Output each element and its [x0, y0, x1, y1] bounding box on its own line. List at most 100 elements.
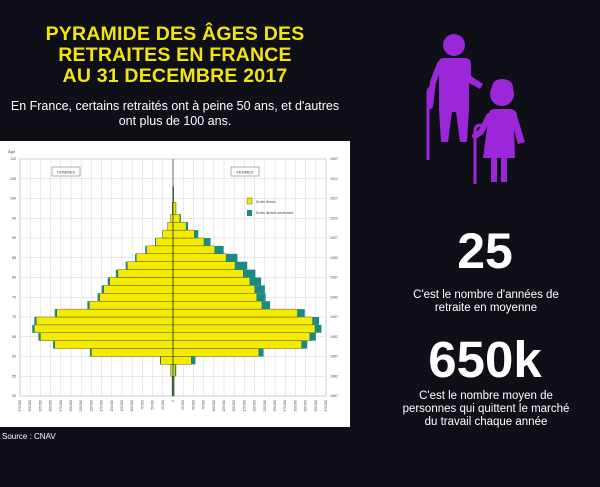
bar-women-direct [172, 277, 250, 286]
bar-women-derived [194, 230, 199, 238]
bar-women-direct [172, 324, 316, 333]
stat-years-value: 25 [457, 223, 513, 279]
bar-men-direct [91, 348, 174, 357]
bar-women-direct [172, 316, 313, 326]
bar-men-direct [155, 237, 174, 247]
elderly-couple-icon [425, 32, 535, 188]
x-tick-label: 325 000 [38, 400, 42, 412]
bar-women-derived [297, 309, 305, 317]
panel-label-box-men [51, 166, 81, 177]
bar-women-derived [258, 348, 264, 357]
bar-women-derived [204, 238, 211, 246]
bar-men-direct [127, 261, 174, 270]
stat-people-value: 650k [428, 331, 542, 388]
year-tick-label: 1907 [330, 157, 338, 161]
bar-women-derived [191, 356, 196, 365]
bar-women-derived [301, 340, 308, 349]
panel-label-box-women [230, 166, 260, 177]
bar-women-derived [186, 222, 189, 231]
year-tick-label: 1917 [330, 197, 338, 201]
bar-men-direct [170, 214, 174, 223]
bar-men-direct [36, 316, 174, 326]
bar-men-derived [87, 301, 90, 310]
bar-men-derived [145, 245, 147, 254]
age-tick-label: 100 [10, 197, 16, 201]
x-tick-label: 0 [171, 400, 175, 402]
x-tick-label: 375 000 [324, 400, 328, 412]
x-tick-label: 350 000 [314, 400, 318, 412]
pyramid-chart: 375 000 350 000 325 000 300 000 275 000 250 0… [0, 141, 350, 427]
bar-women-derived [175, 364, 177, 377]
x-tick-label: 50 000 [191, 400, 195, 410]
stat-years-description: C'est le nombre d'années de retraite en … [413, 289, 559, 314]
bar-men-derived [53, 340, 55, 349]
x-tick-label: 50 000 [151, 400, 155, 410]
x-tick-label: 200 000 [253, 400, 257, 412]
year-tick-label: 1952 [330, 335, 338, 339]
bar-women-derived [173, 376, 175, 396]
bar-women-derived [256, 293, 266, 302]
bar-women-direct [172, 301, 263, 310]
bar-women-derived [309, 332, 316, 341]
bar-women-direct [172, 285, 255, 294]
age-tick-label: 55 [12, 374, 16, 378]
x-tick-label: 125 000 [120, 400, 124, 412]
page-title: PYRAMIDE DES ÂGES DES RETRAITES EN FRANC… [0, 24, 350, 87]
bar-women-derived [312, 317, 320, 325]
age-tick-label: 50 [12, 394, 16, 398]
age-tick-label: 90 [12, 236, 16, 240]
year-tick-label: 1912 [330, 177, 338, 181]
bar-men-direct [40, 332, 174, 341]
bar-men-derived [89, 348, 92, 357]
age-tick-label: 60 [12, 355, 16, 359]
bar-men-derived [155, 238, 156, 246]
bar-women-direct [172, 269, 244, 278]
panel-label-men: HOMMES [57, 170, 75, 175]
bar-men-derived [32, 324, 35, 333]
year-tick-label: 1947 [330, 315, 338, 319]
age-tick-label: 75 [12, 295, 16, 299]
x-tick-label: 150 000 [232, 400, 236, 412]
bar-men-derived [125, 261, 128, 270]
x-tick-label: 100 000 [130, 400, 134, 412]
year-tick-label: 1957 [330, 355, 338, 359]
x-tick-label: 250 000 [273, 400, 277, 412]
bar-women-direct [172, 222, 187, 231]
x-tick-label: 175 000 [242, 400, 246, 412]
bar-men-direct [109, 277, 174, 286]
x-tick-label: 25 000 [161, 400, 165, 410]
bar-women-direct [172, 245, 215, 254]
bar-men-direct [103, 285, 174, 294]
bar-women-direct [172, 214, 181, 223]
age-tick-label: 65 [12, 335, 16, 339]
legend-swatch-derived [247, 210, 252, 216]
bar-women-direct [172, 253, 227, 262]
x-tick-label: 100 000 [212, 400, 216, 412]
bar-women-derived [254, 285, 265, 294]
bar-men-direct [162, 229, 174, 239]
x-tick-label: 125 000 [222, 400, 226, 412]
source-note: Source : CNAV [2, 432, 56, 441]
bar-women-direct [172, 348, 259, 357]
bar-men-derived [115, 269, 118, 278]
bar-women-derived [314, 324, 322, 333]
bar-men-direct [160, 356, 174, 365]
bar-women-derived [226, 253, 238, 262]
bar-women-direct [172, 237, 205, 247]
year-tick-label: 1922 [330, 216, 338, 220]
x-tick-label: 350 000 [28, 400, 32, 412]
x-tick-label: 25 000 [181, 400, 185, 410]
x-tick-label: 225 000 [79, 400, 83, 412]
bar-men-direct [54, 340, 174, 349]
legend-label-derived: Droits dérivés seulement [256, 211, 293, 215]
bar-men-derived [107, 277, 110, 286]
bar-women-direct [172, 308, 298, 318]
page-subtitle: En France, certains retraités ont à pein… [10, 99, 340, 128]
x-tick-label: 225 000 [263, 400, 267, 412]
bar-women-direct [172, 340, 302, 349]
age-tick-label: 95 [12, 216, 16, 220]
bar-men-derived [135, 253, 137, 262]
age-tick-label: 105 [10, 177, 16, 181]
legend-label-direct: Droits directs [256, 200, 276, 204]
bar-women-direct [172, 261, 236, 270]
